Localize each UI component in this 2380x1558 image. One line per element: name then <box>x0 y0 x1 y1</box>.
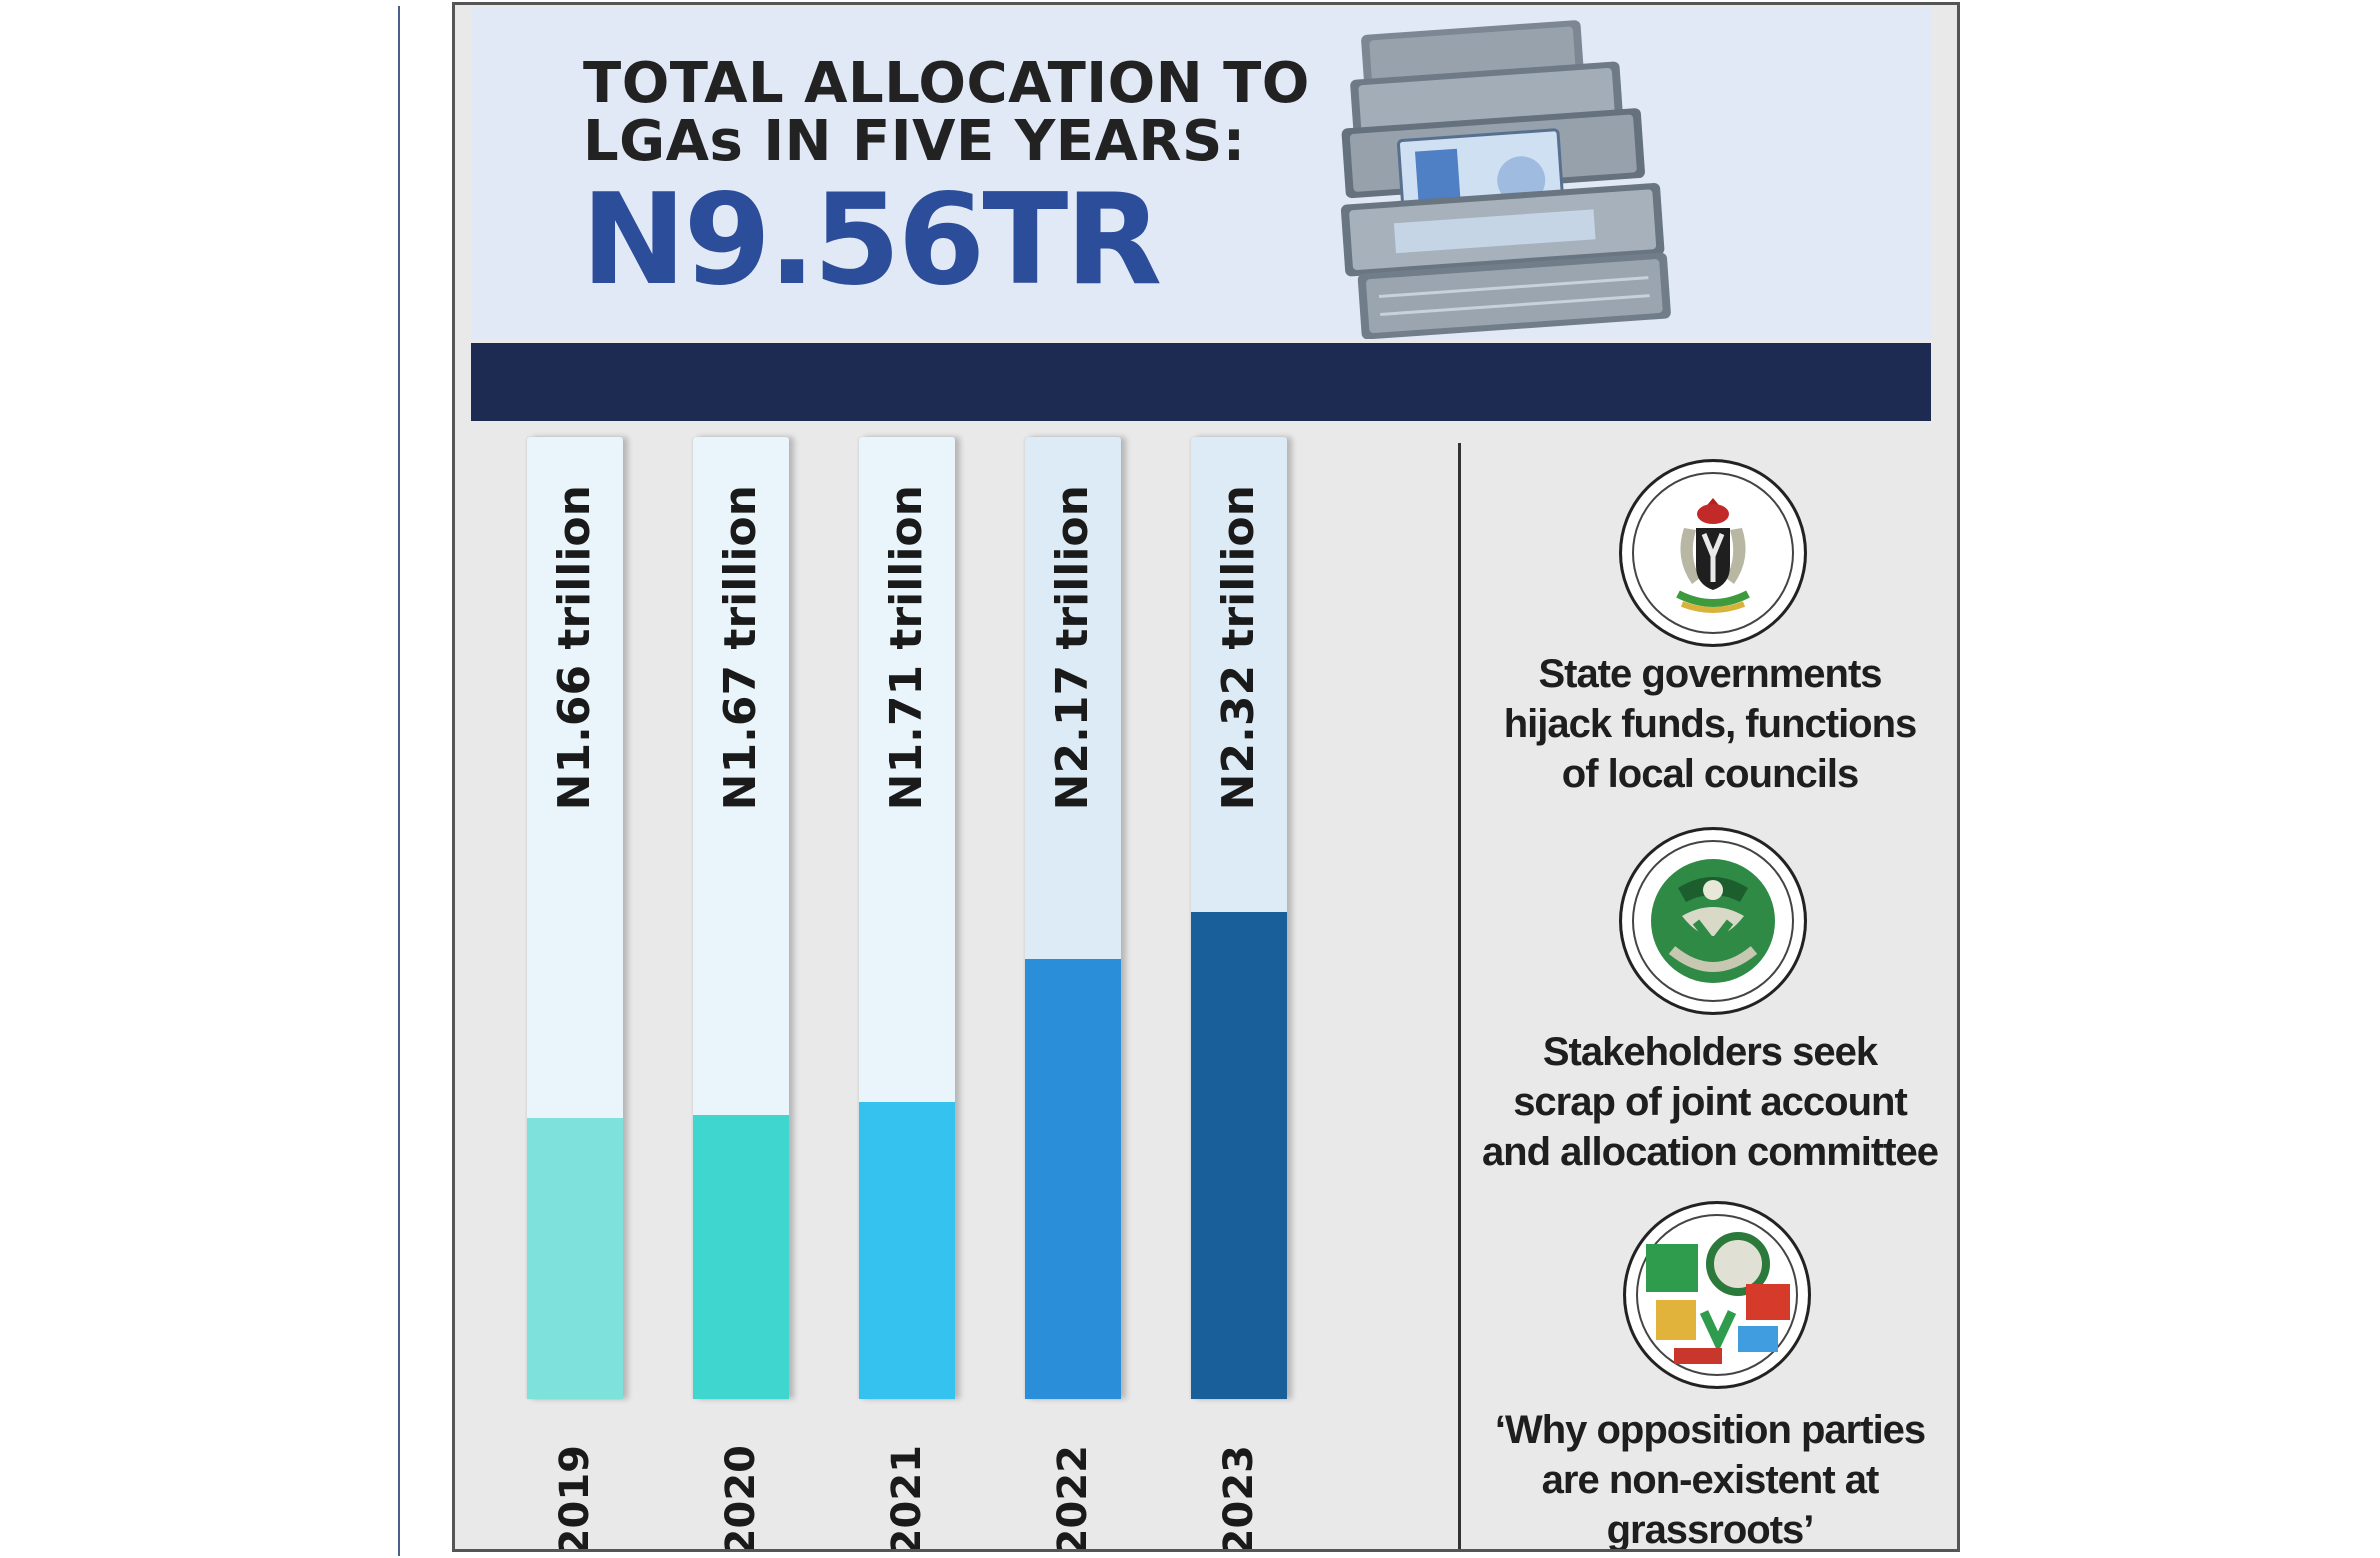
bar-fill-2021 <box>859 1102 955 1399</box>
cbn-logo-icon <box>1619 827 1807 1015</box>
story-headline: State governments hijack funds, function… <box>1503 652 1918 796</box>
total-allocation-figure: N9.56TR <box>581 166 1162 313</box>
column-divider <box>1458 443 1461 1549</box>
bar-value-label: N2.32 trillion <box>1213 485 1264 811</box>
bar-2022: N2.17 trillion <box>1025 437 1121 1399</box>
bar-2019: N1.66 trillion <box>527 437 623 1399</box>
allocation-bar-chart: N1.66 trillion 2019 N1.67 trillion 2020 N1.7… <box>455 5 1455 1552</box>
x-tick-label: 2019 <box>552 1445 598 1552</box>
bar-fill-2022 <box>1025 958 1121 1399</box>
x-tick-label: 2022 <box>1050 1445 1096 1552</box>
header-band <box>471 343 1931 421</box>
x-tick-label: 2021 <box>884 1445 930 1552</box>
x-tick-label: 2020 <box>718 1445 764 1552</box>
bar-value-label: N2.17 trillion <box>1047 485 1098 811</box>
x-tick-label: 2023 <box>1216 1445 1262 1552</box>
bar-2023: N2.32 trillion <box>1191 437 1287 1399</box>
left-column-rule <box>398 6 400 1556</box>
bar-value-label: N1.71 trillion <box>881 485 932 811</box>
bar-2021: N1.71 trillion <box>859 437 955 1399</box>
related-stories: State governments hijack funds, function… <box>1465 445 1955 1549</box>
infographic-title: TOTAL ALLOCATION TO LGAs IN FIVE YEARS: <box>583 51 1310 174</box>
infographic-panel: TOTAL ALLOCATION TO LGAs IN FIVE YEARS: … <box>452 2 1960 1552</box>
story-headline: Stakeholders seek scrap of joint account… <box>1481 1030 1939 1174</box>
bar-value-label: N1.67 trillion <box>715 485 766 811</box>
party-logos-icon <box>1623 1201 1811 1389</box>
bar-fill-2023 <box>1191 911 1287 1399</box>
coat-of-arms-icon <box>1619 459 1807 647</box>
bar-fill-2020 <box>693 1114 789 1399</box>
story-headline: ‘Why opposition parties are non-existent… <box>1494 1408 1926 1552</box>
naira-notes-stack-icon <box>1340 20 1671 339</box>
bar-value-label: N1.66 trillion <box>549 485 600 811</box>
bar-2020: N1.67 trillion <box>693 437 789 1399</box>
header: TOTAL ALLOCATION TO LGAs IN FIVE YEARS: … <box>471 7 1931 339</box>
bar-fill-2019 <box>527 1117 623 1399</box>
